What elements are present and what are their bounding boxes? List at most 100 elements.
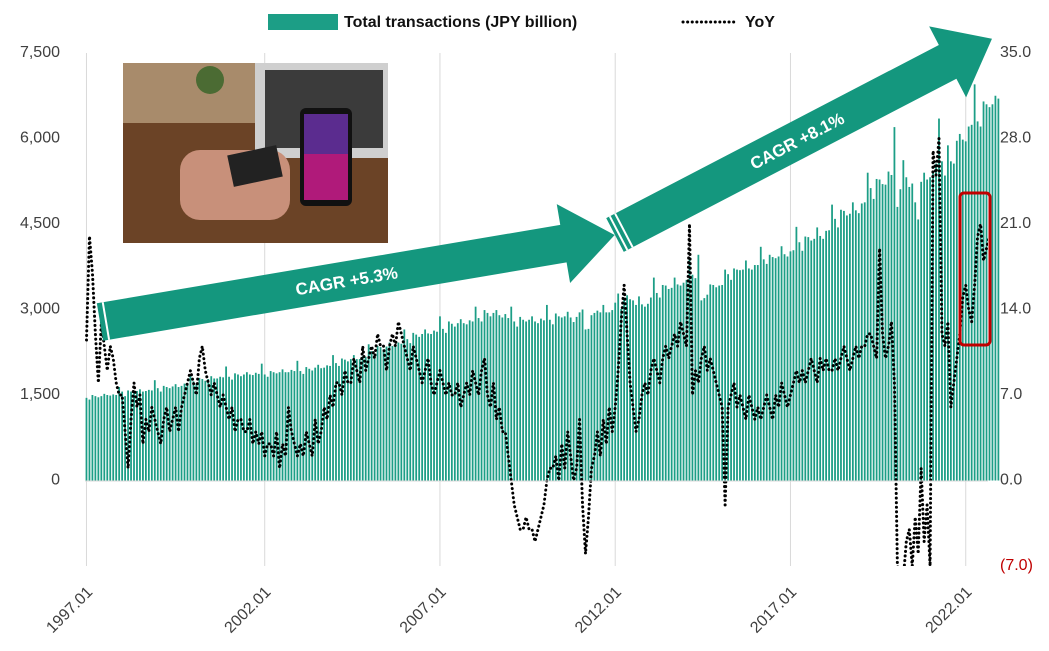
y-tick-label: 0 [51,472,60,489]
bar [778,256,780,480]
bar [677,284,679,480]
bar [941,161,943,480]
bar [377,346,379,481]
bar [760,247,762,481]
bar [894,127,896,480]
bar [798,242,800,480]
bar [908,187,910,481]
x-tick-label: 2022.01 [923,584,976,637]
bar [472,321,474,480]
bar [861,203,863,480]
bar [421,334,423,480]
bar [899,189,901,480]
bar [775,258,777,480]
bar [588,329,590,481]
bar [938,119,940,481]
y-tick-label: 1,500 [20,386,60,403]
bar [418,337,420,481]
bar [712,285,714,481]
bar [573,322,575,480]
bar [172,386,174,480]
y-tick-label: 7,500 [20,44,60,61]
bar [207,379,209,480]
bar [623,299,625,480]
bar [442,329,444,481]
bar [650,298,652,481]
y2-tick-label: (7.0) [1000,557,1033,574]
bar [787,256,789,480]
bar [430,334,432,480]
bar [362,356,364,480]
bar [424,329,426,480]
bar [201,379,203,480]
bar [736,270,738,481]
bar [204,381,206,481]
y2-tick-label: 7.0 [1000,386,1022,403]
bar [585,329,587,480]
bar [662,285,664,481]
bar [175,384,177,480]
bar [602,305,604,481]
bar [902,160,904,480]
bar [867,173,869,481]
legend-label: YoY [745,14,775,31]
bar [302,374,304,481]
bar [228,377,230,481]
bar [466,324,468,480]
bar [531,316,533,480]
bar [825,231,827,481]
bar [504,314,506,480]
bar [653,278,655,481]
bar [397,343,399,481]
photo [123,63,388,243]
bar [178,387,180,480]
bar [926,180,928,481]
bar [231,380,233,481]
bar [718,286,720,481]
bar [448,321,450,480]
bar [255,373,257,481]
bar [703,298,705,480]
bar [920,182,922,481]
bar [757,265,759,480]
bar [905,177,907,480]
bar [112,394,114,480]
bar [311,370,313,480]
bar [451,324,453,481]
bar [510,307,512,481]
bar [659,298,661,481]
bar [118,387,120,480]
bar [873,199,875,481]
bar [591,315,593,480]
bar [115,395,117,481]
bar [374,355,376,480]
x-tick-label: 2007.01 [397,584,450,637]
bar [121,392,123,481]
bar [784,254,786,480]
bar [956,141,958,481]
bar [748,268,750,480]
bar [181,386,183,481]
bar [365,357,367,481]
bar [368,344,370,480]
bar [427,333,429,480]
bar [219,377,221,481]
bar [169,388,171,480]
bar [837,227,839,480]
bar [816,227,818,480]
bar [148,390,150,481]
bar [317,365,319,481]
bar [481,321,483,480]
bar [674,278,676,481]
bar [528,320,530,481]
bar [834,219,836,481]
bar [638,296,640,480]
y2-tick-label: 35.0 [1000,44,1031,61]
bar [258,374,260,481]
bar [763,259,765,480]
bar [543,320,545,480]
legend-swatch [268,14,338,30]
bar [914,202,916,480]
x-tick-label: 1997.01 [43,584,96,637]
bar [273,372,275,480]
